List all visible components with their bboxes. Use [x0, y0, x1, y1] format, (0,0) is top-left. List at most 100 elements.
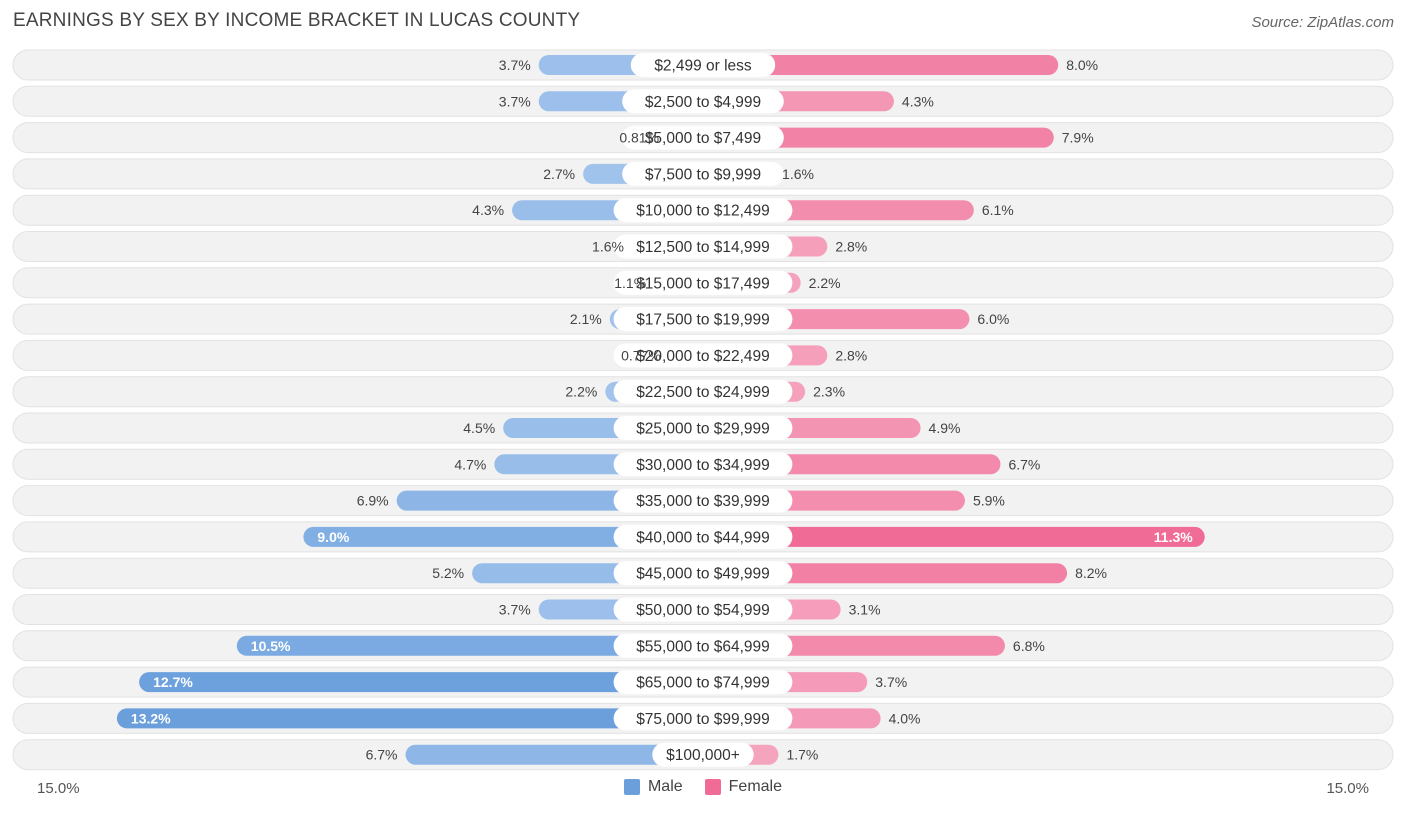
female-value-label: 4.0% — [889, 710, 921, 726]
chart-row-15[interactable]: $45,000 to $49,999 5.2% 8.2% — [12, 557, 1394, 589]
female-value-label: 1.7% — [786, 747, 818, 763]
female-value-label: 3.1% — [849, 602, 881, 618]
category-pill — [613, 706, 793, 731]
category-label: $17,500 to $19,999 — [636, 312, 770, 329]
legend-item-female[interactable]: Female — [704, 778, 782, 796]
female-value-label: 6.1% — [982, 202, 1014, 218]
category-label: $40,000 to $44,999 — [636, 529, 770, 546]
category-pill — [613, 307, 793, 332]
chart-row-1[interactable]: $2,499 or less 3.7% 8.0% — [12, 49, 1394, 81]
category-label: $100,000+ — [666, 747, 740, 764]
chart-row-11[interactable]: $25,000 to $29,999 4.5% 4.9% — [12, 412, 1394, 444]
male-value-label: 2.2% — [565, 384, 597, 400]
legend-item-male[interactable]: Male — [623, 778, 683, 796]
category-label: $22,500 to $24,999 — [636, 384, 770, 401]
male-value-label: 12.7% — [153, 674, 193, 690]
chart-row-14[interactable]: $40,000 to $44,999 9.0% 11.3% — [12, 521, 1394, 553]
category-pill — [613, 670, 793, 695]
male-value-label: 6.7% — [366, 747, 398, 763]
category-label: $5,000 to $7,499 — [645, 130, 761, 147]
male-value-label: 0.81% — [619, 130, 659, 146]
legend-swatch-male — [623, 779, 640, 795]
female-value-label: 8.0% — [1066, 57, 1098, 73]
category-pill — [613, 561, 793, 586]
chart-row-16[interactable]: $50,000 to $54,999 3.7% 3.1% — [12, 594, 1394, 625]
female-value-label: 4.3% — [902, 93, 934, 109]
male-value-label: 9.0% — [317, 529, 349, 545]
category-pill — [613, 270, 793, 295]
category-label: $20,000 to $22,499 — [636, 348, 770, 365]
axis-left-label: 15.0% — [37, 780, 80, 797]
chart-row-8[interactable]: $17,500 to $19,999 2.1% 6.0% — [12, 303, 1394, 335]
chart-row-5[interactable]: $10,000 to $12,499 4.3% 6.1% — [12, 194, 1394, 226]
category-pill — [613, 198, 793, 223]
category-label: $75,000 to $99,999 — [636, 711, 770, 728]
male-value-label: 13.2% — [131, 710, 171, 726]
female-value-label: 6.0% — [977, 311, 1009, 327]
category-pill — [630, 53, 776, 77]
female-value-label: 7.9% — [1062, 130, 1094, 146]
female-value-label: 6.7% — [1008, 456, 1040, 472]
chart-row-18[interactable]: $65,000 to $74,999 12.7% 3.7% — [12, 666, 1394, 698]
category-label: $2,500 to $4,999 — [645, 94, 761, 111]
legend: Male Female — [0, 778, 1406, 796]
chart-row-20[interactable]: $100,000+ 6.7% 1.7% — [12, 739, 1394, 771]
chart-row-10[interactable]: $22,500 to $24,999 2.2% 2.3% — [12, 376, 1394, 408]
male-bar — [405, 744, 723, 765]
male-value-label: 4.7% — [454, 456, 486, 472]
category-label: $50,000 to $54,999 — [636, 602, 770, 619]
legend-swatch-female — [704, 779, 721, 795]
chart-row-6[interactable]: $12,500 to $14,999 1.6% 2.8% — [12, 231, 1394, 262]
male-bar — [116, 708, 724, 729]
category-pill — [622, 161, 784, 186]
female-value-label: 6.8% — [1013, 638, 1045, 654]
chart-row-13[interactable]: $35,000 to $39,999 6.9% 5.9% — [12, 485, 1394, 517]
category-label: $2,499 or less — [654, 58, 752, 75]
male-value-label: 3.7% — [499, 93, 531, 109]
axis-right-label: 15.0% — [1326, 780, 1369, 797]
category-label: $15,000 to $17,499 — [636, 275, 770, 292]
category-pill — [652, 742, 754, 767]
category-label: $35,000 to $39,999 — [636, 493, 770, 510]
category-pill — [613, 416, 793, 440]
chart-row-2[interactable]: $2,500 to $4,999 3.7% 4.3% — [12, 85, 1394, 117]
category-label: $12,500 to $14,999 — [636, 239, 770, 256]
category-pill — [613, 488, 793, 513]
female-value-label: 4.9% — [929, 420, 961, 436]
category-pill — [613, 597, 793, 622]
female-value-label: 8.2% — [1075, 565, 1107, 581]
male-value-label: 0.77% — [621, 347, 661, 363]
female-value-label: 5.9% — [973, 493, 1005, 509]
chart-row-17[interactable]: $55,000 to $64,999 10.5% 6.8% — [12, 630, 1394, 662]
chart-row-12[interactable]: $30,000 to $34,999 4.7% 6.7% — [12, 448, 1394, 480]
male-bar — [139, 672, 723, 693]
category-pill — [613, 379, 793, 404]
female-value-label: 2.2% — [809, 275, 841, 291]
category-label: $25,000 to $29,999 — [636, 421, 770, 438]
male-value-label: 1.6% — [592, 239, 624, 255]
category-pill — [613, 234, 793, 259]
category-pill — [613, 524, 793, 549]
category-pill — [622, 125, 784, 150]
chart-row-19[interactable]: $75,000 to $99,999 13.2% 4.0% — [12, 702, 1394, 734]
male-value-label: 10.5% — [251, 638, 291, 654]
category-pill — [613, 343, 793, 368]
female-value-label: 2.8% — [835, 239, 867, 255]
category-label: $45,000 to $49,999 — [636, 566, 770, 583]
female-bar — [683, 526, 1205, 547]
male-value-label: 2.1% — [570, 311, 602, 327]
male-value-label: 1.1% — [614, 275, 646, 291]
male-value-label: 6.9% — [357, 493, 389, 509]
legend-label-male: Male — [647, 778, 683, 795]
male-value-label: 5.2% — [432, 565, 464, 581]
chart-row-4[interactable]: $7,500 to $9,999 2.7% 1.6% — [12, 158, 1394, 190]
female-value-label: 11.3% — [1154, 529, 1193, 545]
source-label[interactable]: Source: ZipAtlas.com — [1251, 14, 1394, 31]
male-value-label: 4.5% — [463, 420, 495, 436]
category-pill — [613, 633, 793, 658]
category-label: $65,000 to $74,999 — [636, 675, 770, 692]
